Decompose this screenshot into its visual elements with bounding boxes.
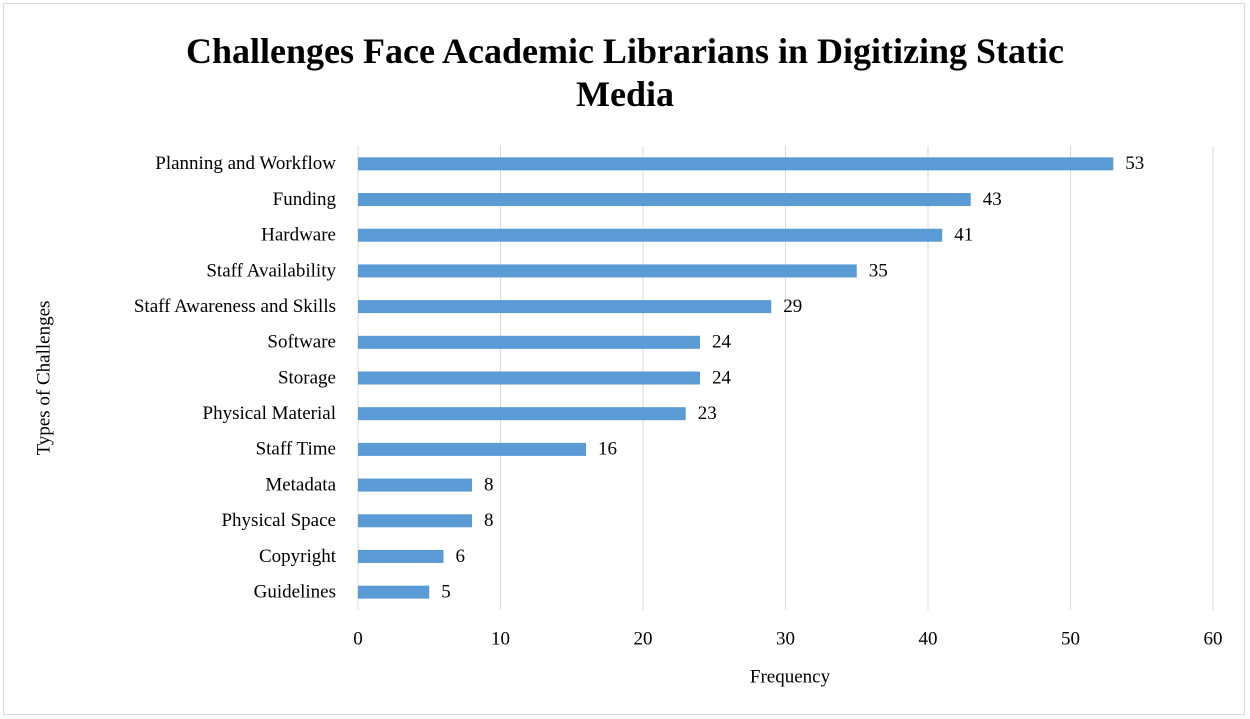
x-tick-label: 30 — [776, 628, 795, 649]
x-tick-label: 0 — [353, 628, 363, 649]
y-tick-label: Staff Availability — [206, 260, 336, 281]
data-label: 8 — [484, 510, 494, 531]
chart-border — [3, 3, 1245, 715]
y-tick-label: Planning and Workflow — [155, 153, 336, 174]
data-label: 43 — [983, 189, 1002, 210]
y-tick-label: Staff Awareness and Skills — [134, 296, 336, 317]
data-label: 23 — [698, 403, 717, 424]
bar — [358, 335, 700, 349]
data-label: 24 — [712, 332, 732, 353]
y-tick-label: Hardware — [261, 225, 336, 246]
bar — [358, 585, 430, 599]
y-tick-label: Copyright — [259, 546, 337, 567]
x-tick-label: 60 — [1204, 628, 1223, 649]
x-tick-label: 50 — [1061, 628, 1080, 649]
data-label: 5 — [441, 582, 451, 603]
data-label: 29 — [783, 296, 802, 317]
y-tick-label: Storage — [278, 367, 336, 388]
bar — [358, 371, 700, 385]
y-axis-label: Types of Challenges — [33, 301, 54, 456]
y-tick-label: Physical Space — [221, 510, 336, 531]
bar — [358, 264, 857, 278]
bar — [358, 300, 772, 314]
y-tick-label: Staff Time — [256, 439, 336, 460]
data-label: 6 — [456, 546, 466, 567]
x-tick-label: 10 — [491, 628, 510, 649]
bar — [358, 193, 971, 207]
bar — [358, 549, 444, 563]
y-tick-label: Guidelines — [254, 582, 336, 603]
data-label: 24 — [712, 367, 732, 388]
data-label: 53 — [1125, 153, 1144, 174]
chart-title: Challenges Face Academic Librarians in D… — [186, 31, 1064, 114]
x-tick-label: 20 — [634, 628, 653, 649]
data-label: 35 — [869, 260, 888, 281]
bar — [358, 478, 472, 492]
data-label: 8 — [484, 474, 494, 495]
y-tick-label: Software — [267, 332, 336, 353]
bar — [358, 157, 1114, 171]
bar — [358, 514, 472, 528]
x-tick-label: 40 — [919, 628, 938, 649]
data-label: 41 — [954, 225, 973, 246]
bar — [358, 407, 686, 421]
y-tick-label: Physical Material — [203, 403, 337, 424]
bar — [358, 442, 586, 456]
y-tick-label: Metadata — [265, 474, 336, 495]
y-tick-label: Funding — [273, 189, 337, 210]
bar — [358, 228, 943, 242]
data-label: 16 — [598, 439, 617, 460]
x-axis-label: Frequency — [750, 666, 831, 687]
